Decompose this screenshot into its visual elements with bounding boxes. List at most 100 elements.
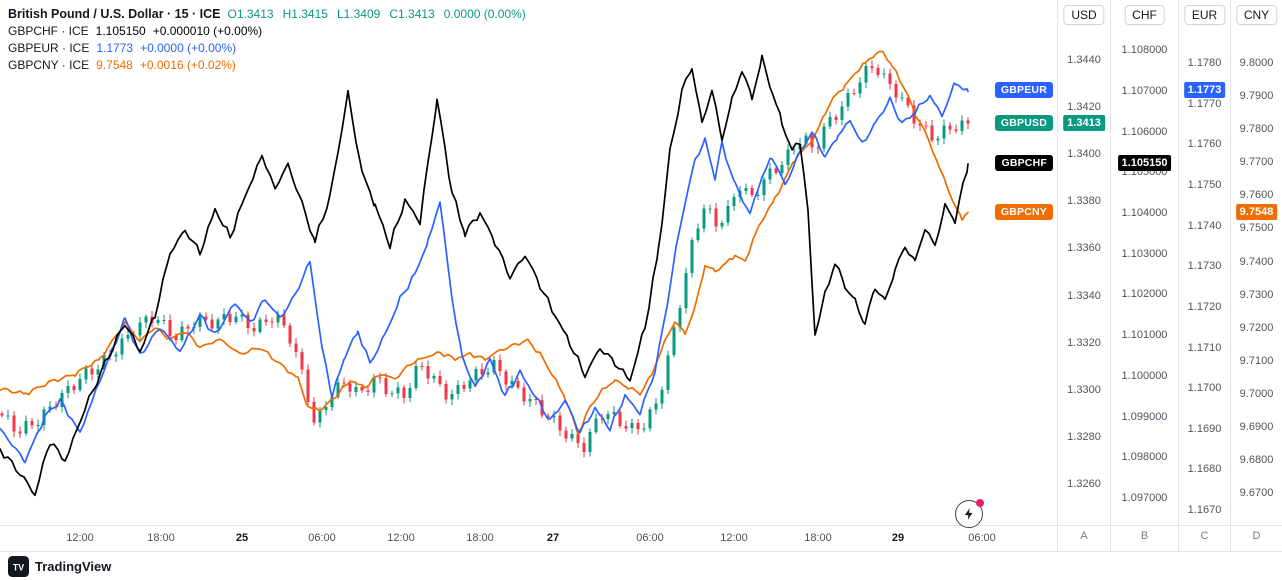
overlay-symbol-gbpeur[interactable]: GBPEUR · ICE [8, 41, 90, 55]
price-tick-label: 9.7400 [1239, 255, 1274, 268]
brand-name: TradingView [35, 558, 112, 574]
price-tick-label: 1.103000 [1121, 247, 1168, 260]
scale-header-eur[interactable]: EUR [1183, 5, 1226, 25]
price-tick-label: 1.3400 [1067, 148, 1101, 161]
chart-pane[interactable]: British Pound / U.S. Dollar · 15 · ICE O… [0, 0, 1057, 528]
overlay-price-gbpeur: 1.1773 [96, 41, 134, 55]
price-tick-label: 1.3440 [1067, 54, 1101, 66]
price-tick-label: 1.3380 [1067, 195, 1101, 208]
time-label: 06:00 [308, 532, 336, 544]
price-tick-label: 1.3420 [1067, 101, 1101, 114]
price-tick-label: 1.3340 [1067, 289, 1101, 302]
scale-letter-c: C [1200, 530, 1209, 542]
price-scale-usd[interactable]: USD A 1.3440 1.3420 1.3400 1.3380 1.3360 1.33… [1057, 0, 1110, 551]
last-price-badge-gbpchf: 1.105150 [1117, 155, 1172, 171]
time-label: 27 [546, 532, 560, 544]
overlay-symbol-gbpchf[interactable]: GBPCHF · ICE [8, 24, 89, 38]
price-tick-label: 1.097000 [1121, 492, 1168, 504]
time-label: 25 [235, 532, 249, 544]
open-value: O1.3413 [227, 7, 274, 21]
notification-dot [976, 499, 984, 507]
scale-letter-b: B [1140, 530, 1149, 542]
price-tick-label: 1.3360 [1067, 242, 1101, 255]
time-label: 18:00 [466, 532, 494, 544]
legend-row-gbpeur: GBPEUR · ICE 1.1773 +0.0000 (+0.00%) [8, 41, 528, 56]
footer-separator [0, 551, 1282, 552]
legend-row-main: British Pound / U.S. Dollar · 15 · ICE O… [8, 7, 528, 22]
tradingview-attribution-link[interactable]: TV TradingView [8, 555, 112, 577]
change-value: 0.0000 (0.00%) [443, 7, 526, 21]
scale-header-cny[interactable]: CNY [1235, 5, 1278, 25]
high-value: H1.3415 [282, 7, 328, 21]
price-tick-label: 9.6800 [1239, 453, 1274, 466]
price-tick-label: 9.7900 [1239, 90, 1274, 103]
overlay-price-gbpchf: 1.105150 [95, 24, 146, 38]
price-tick-label: 1.100000 [1121, 369, 1168, 382]
price-tick-label: 9.6700 [1239, 487, 1274, 499]
price-tick-label: 1.104000 [1121, 206, 1168, 219]
price-chart-canvas[interactable] [0, 0, 1000, 525]
time-label: 06:00 [636, 532, 664, 544]
time-label: 12:00 [387, 532, 415, 544]
price-tick-label: 1.1670 [1187, 504, 1222, 516]
price-tick-label: 1.3300 [1067, 383, 1101, 396]
axis-separator [0, 525, 1282, 526]
overlay-change-gbpcny: +0.0016 (+0.02%) [139, 58, 236, 72]
price-tick-label: 1.1760 [1187, 138, 1222, 151]
series-label-badge-gbpusd: GBPUSD [994, 114, 1053, 131]
price-tick-label: 1.098000 [1121, 451, 1168, 464]
scale-header-chf[interactable]: CHF [1124, 5, 1165, 25]
price-tick-label: 1.1780 [1187, 57, 1222, 69]
price-tick-label: 1.1730 [1187, 260, 1222, 273]
time-axis[interactable]: 12:00 18:00 25 06:00 12:00 18:00 27 06:00 12:00 1… [0, 526, 1057, 551]
legend-row-gbpchf: GBPCHF · ICE 1.105150 +0.000010 (+0.00%) [8, 24, 528, 39]
price-tick-label: 1.1740 [1187, 219, 1222, 232]
quick-action-button[interactable] [955, 499, 984, 528]
overlay-change-gbpeur: +0.0000 (+0.00%) [140, 41, 237, 55]
price-tick-label: 1.3280 [1067, 430, 1101, 443]
last-price-badge-gbpeur: 1.1773 [1183, 82, 1226, 99]
price-tick-label: 9.7800 [1239, 123, 1274, 136]
price-tick-label: 1.1680 [1187, 463, 1222, 476]
low-value: L1.3409 [336, 7, 381, 21]
price-scale-cny[interactable]: CNY D 9.8000 9.7900 9.7800 9.7700 9.7600 9.75… [1230, 0, 1282, 551]
lightning-bolt-icon [964, 508, 973, 520]
close-value: C1.3413 [389, 7, 435, 21]
price-tick-label: 1.107000 [1121, 84, 1168, 97]
chart-legend: British Pound / U.S. Dollar · 15 · ICE O… [8, 7, 528, 75]
price-tick-label: 1.108000 [1121, 44, 1168, 56]
price-tick-label: 9.8000 [1239, 57, 1274, 69]
price-tick-label: 9.7000 [1239, 387, 1274, 400]
price-tick-label: 1.1700 [1187, 382, 1222, 395]
scale-letter-d: D [1252, 530, 1261, 542]
last-price-badge-gbpusd: 1.3413 [1063, 114, 1105, 131]
price-tick-label: 9.7300 [1239, 288, 1274, 301]
price-tick-label: 9.7700 [1239, 156, 1274, 169]
price-tick-label: 1.1770 [1187, 97, 1222, 110]
overlay-change-gbpchf: +0.000010 (+0.00%) [152, 24, 263, 38]
price-scale-eur[interactable]: EUR C 1.1780 1.1770 1.1760 1.1750 1.1740 1.17… [1178, 0, 1230, 551]
price-tick-label: 9.7600 [1239, 189, 1274, 202]
scale-header-usd[interactable]: USD [1063, 5, 1105, 25]
price-tick-label: 1.102000 [1121, 288, 1168, 301]
series-label-badge-gbpchf: GBPCHF [995, 155, 1053, 171]
time-label: 29 [891, 532, 905, 544]
price-tick-label: 1.3260 [1067, 478, 1101, 490]
time-label: 18:00 [804, 532, 832, 544]
price-scale-chf[interactable]: CHF B 1.108000 1.107000 1.106000 1.105000 1.… [1110, 0, 1178, 551]
overlay-symbol-gbpcny[interactable]: GBPCNY · ICE [8, 58, 90, 72]
price-tick-label: 1.099000 [1121, 410, 1168, 423]
overlay-price-gbpcny: 9.7548 [96, 58, 133, 72]
price-tick-label: 1.1750 [1187, 178, 1222, 191]
price-tick-label: 1.1710 [1187, 341, 1222, 354]
time-label: 12:00 [66, 532, 94, 544]
price-tick-label: 9.7200 [1239, 321, 1274, 334]
symbol-title[interactable]: British Pound / U.S. Dollar · 15 · ICE [8, 7, 221, 21]
price-tick-label: 9.7500 [1239, 222, 1274, 235]
footer-bar: TV TradingView [0, 552, 1282, 580]
price-tick-label: 9.6900 [1239, 420, 1274, 433]
series-label-badge-gbpcny: GBPCNY [994, 203, 1053, 220]
last-price-badge-gbpcny: 9.7548 [1235, 203, 1278, 220]
legend-row-gbpcny: GBPCNY · ICE 9.7548 +0.0016 (+0.02%) [8, 58, 528, 73]
